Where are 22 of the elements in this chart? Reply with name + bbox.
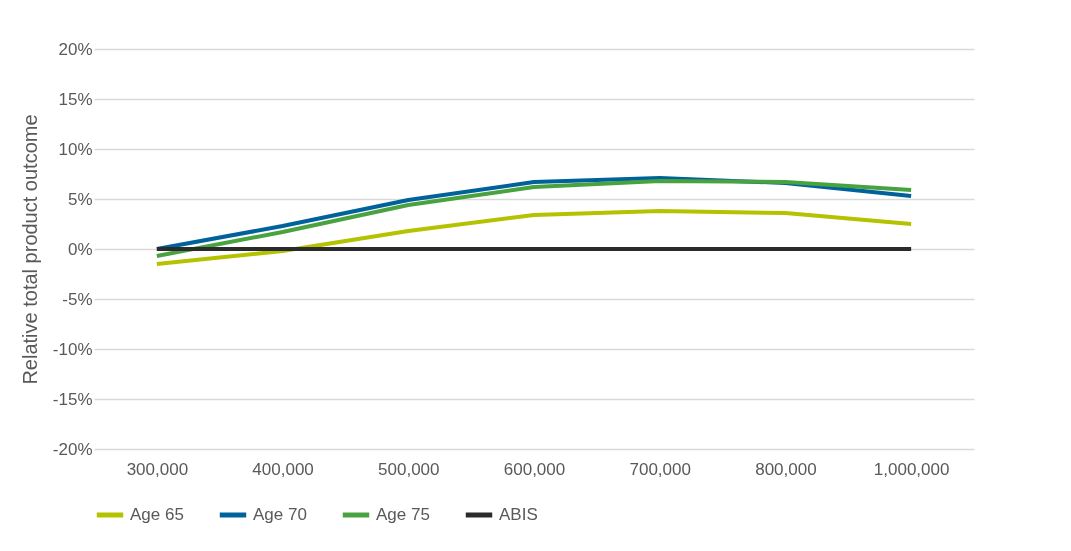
x-tick-label: 400,000: [252, 459, 314, 479]
y-tick-label: 5%: [67, 189, 93, 209]
x-tick-label: 1,000,000: [873, 459, 950, 479]
y-tick-label: -20%: [52, 439, 93, 459]
y-tick-label: -5%: [62, 289, 93, 309]
legend-label: Age 65: [130, 505, 184, 524]
legend-label: Age 75: [376, 505, 430, 524]
y-tick-label: -15%: [52, 389, 93, 409]
x-tick-label: 700,000: [629, 459, 691, 479]
y-tick-label: 10%: [58, 139, 93, 159]
y-tick-label: 20%: [58, 39, 93, 59]
y-tick-label: 0%: [67, 239, 93, 259]
legend-label: Age 70: [253, 505, 307, 524]
x-tick-label: 500,000: [378, 459, 440, 479]
legend-label: ABIS: [499, 505, 538, 524]
x-tick-label: 800,000: [755, 459, 817, 479]
line-series: [154, 209, 914, 266]
x-tick-label: 300,000: [126, 459, 189, 479]
x-tick-label: 600,000: [503, 459, 566, 479]
y-axis-title: Relative total product outcome: [18, 114, 41, 385]
y-tick-label: -10%: [52, 339, 93, 359]
y-tick-label: 15%: [58, 89, 93, 109]
